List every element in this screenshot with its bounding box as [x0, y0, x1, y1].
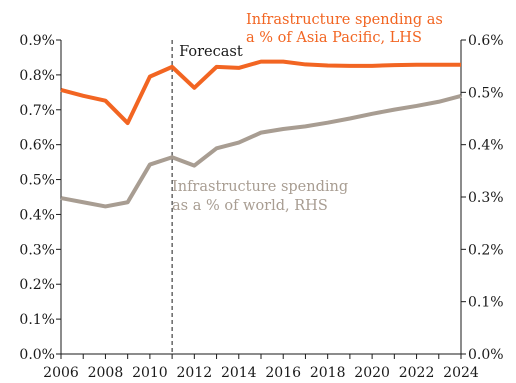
forecast-label: Forecast: [179, 44, 243, 60]
left-axis-tick-label: 0.4%: [19, 207, 55, 223]
left-axis-tick-label: 0.0%: [19, 347, 55, 363]
x-axis-tick-label: 2008: [88, 365, 124, 381]
series-lines: [60, 59, 462, 209]
x-axis-tick-label: 2012: [177, 365, 213, 381]
x-axis-tick-label: 2016: [265, 365, 301, 381]
right-axis-tick-label: 0.1%: [468, 295, 504, 311]
x-axis-tick-label: 2020: [354, 365, 390, 381]
right-axis-tick-label: 0.4%: [468, 138, 504, 154]
x-axis-tick-label: 2018: [310, 365, 346, 381]
right-axis-tick-label: 0.2%: [468, 242, 504, 258]
axes: 0.0% 0.1% 0.2% 0.3% 0.4% 0.5% 0.6% 0.7% 0.8% 0.9%…: [19, 33, 503, 381]
left-axis-tick-label: 0.5%: [19, 173, 55, 189]
x-axis-tick-label: 2014: [221, 365, 257, 381]
left-axis-tick-label: 0.9%: [19, 33, 55, 49]
left-axis-tick-label: 0.8%: [19, 68, 55, 84]
x-axis-tick-label: 2022: [399, 365, 435, 381]
left-axis-tick-label: 0.1%: [19, 312, 55, 328]
right-axis-tick-label: 0.5%: [468, 85, 504, 101]
asia-pacific-series-label: a % of Asia Pacific, LHS: [246, 30, 422, 46]
right-axis-tick-label: 0.3%: [468, 190, 504, 206]
left-axis-tick-label: 0.7%: [19, 103, 55, 119]
asia-pacific-series-line: [60, 59, 461, 126]
right-axis-tick-label: 0.0%: [468, 347, 504, 363]
world-series-line: [60, 94, 462, 209]
forecast-marker: Forecast: [171, 40, 243, 354]
x-axis-tick-label: 2006: [43, 365, 79, 381]
asia-pacific-series-label: Infrastructure spending as: [246, 12, 443, 28]
x-axis-tick-label: 2024: [443, 365, 479, 381]
left-axis-tick-label: 0.2%: [19, 277, 55, 293]
right-axis-tick-label: 0.6%: [468, 33, 504, 49]
world-series-label: as a % of world, RHS: [172, 198, 328, 214]
left-axis-tick-label: 0.6%: [19, 138, 55, 154]
series-labels: Infrastructure spending as a % of Asia Pa…: [172, 12, 443, 214]
x-axis-tick-label: 2010: [132, 365, 168, 381]
world-series-label: Infrastructure spending: [172, 179, 348, 195]
left-axis-tick-label: 0.3%: [19, 242, 55, 258]
